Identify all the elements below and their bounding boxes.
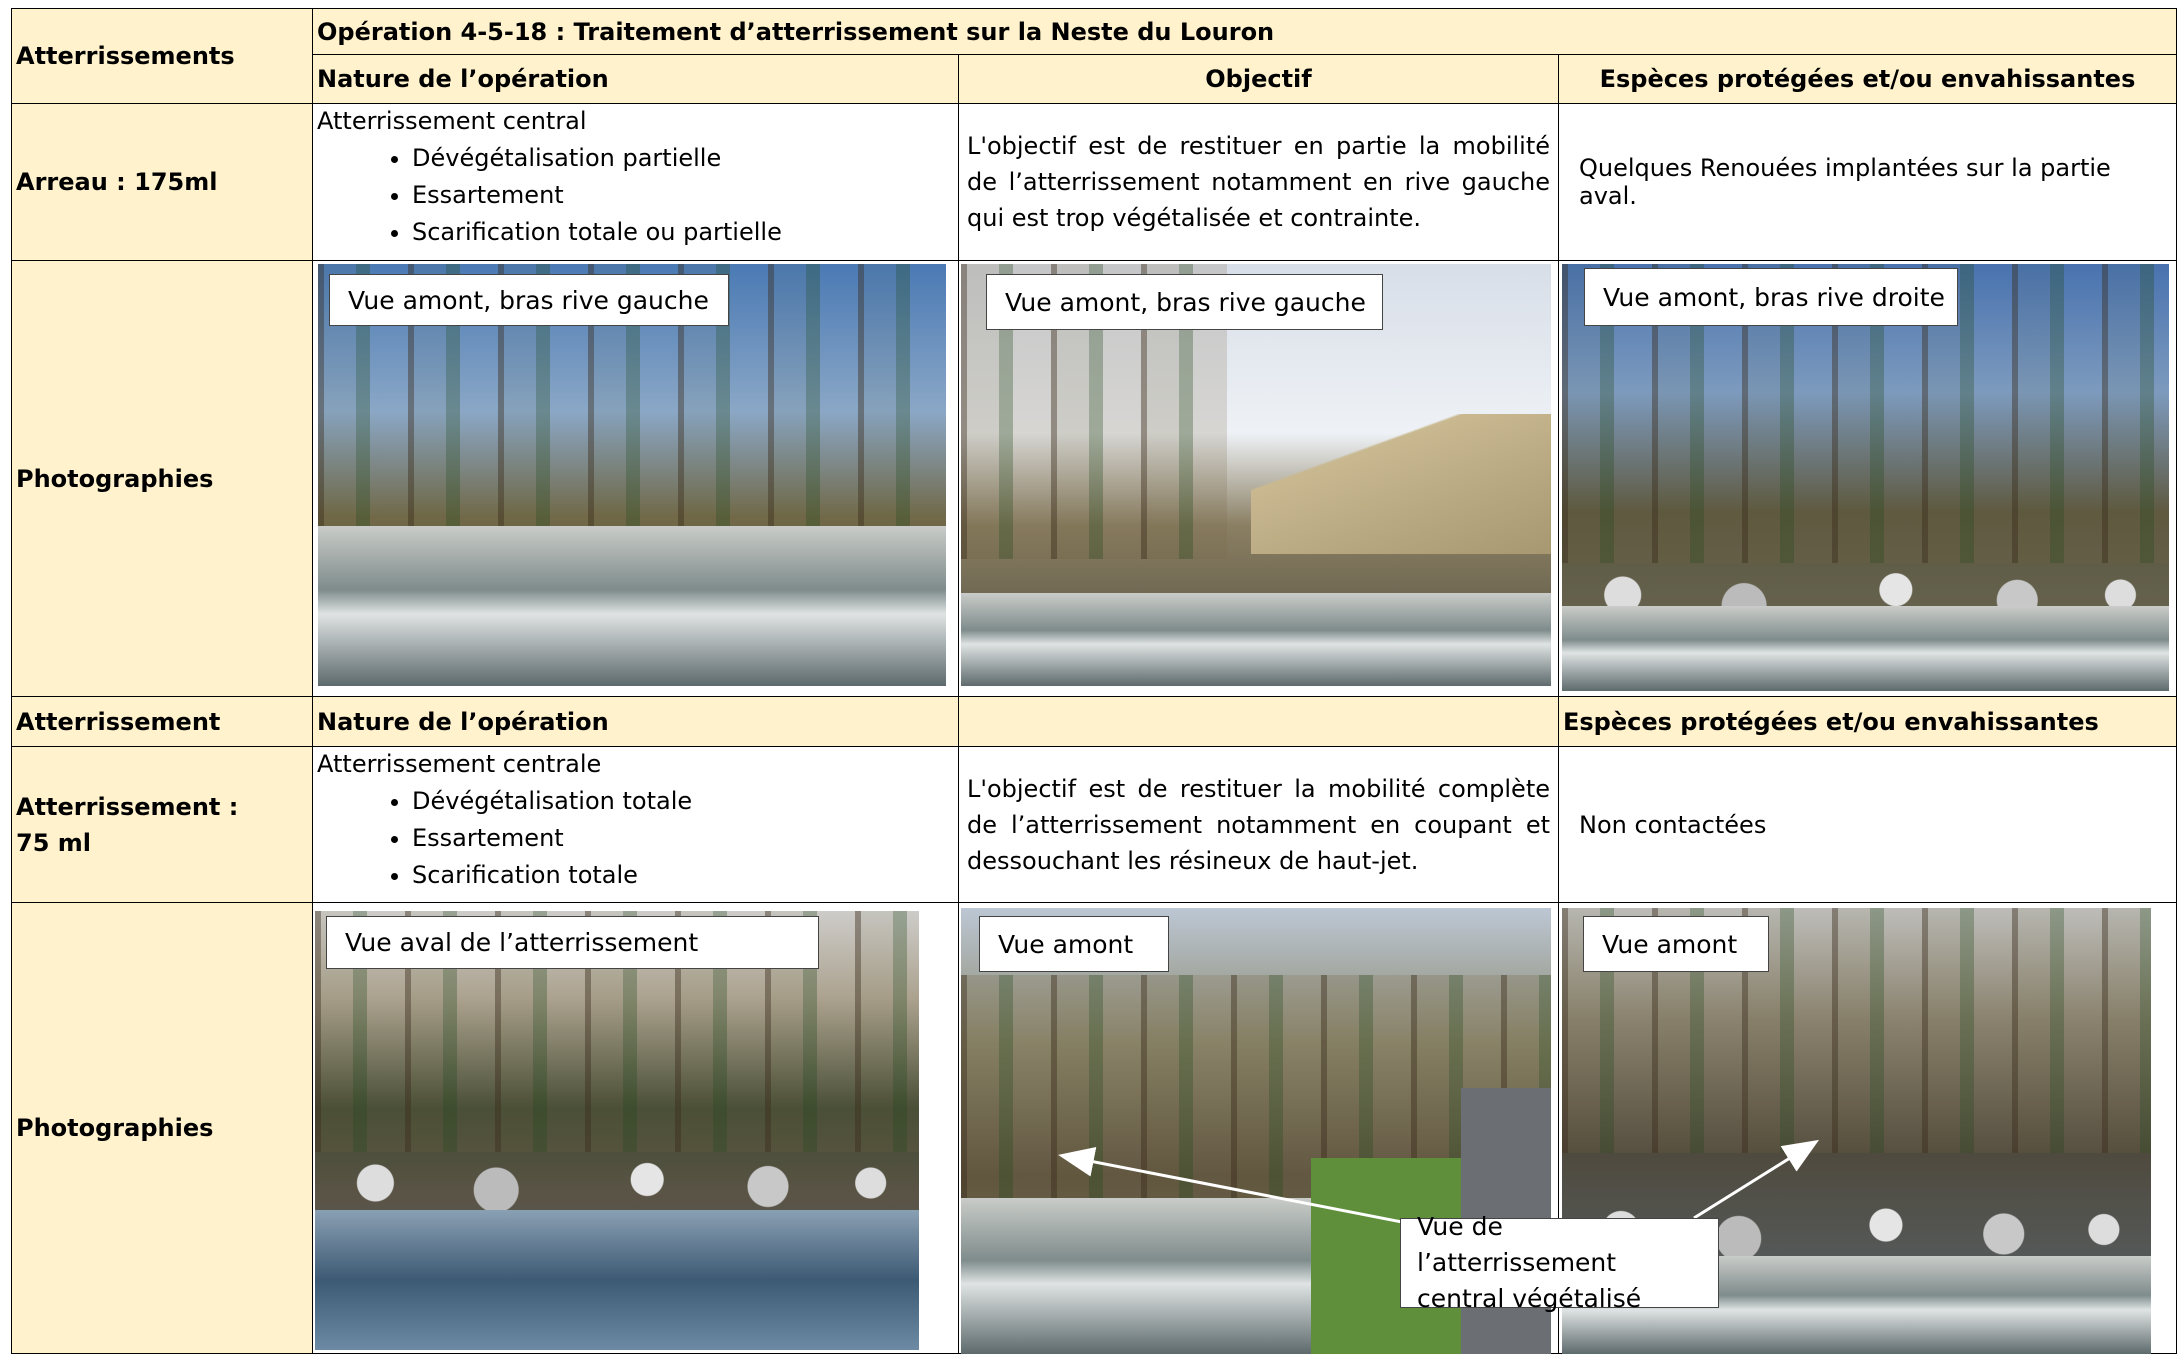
photo-detail bbox=[1562, 605, 2169, 691]
nature-list: Dévégétalisation totaleEssartementScarif… bbox=[317, 783, 954, 894]
arrow bbox=[1693, 1139, 1820, 1220]
nature-item: Scarification totale ou partielle bbox=[412, 214, 954, 251]
site-label: Arreau : 175ml bbox=[11, 103, 313, 261]
header-especes: Espèces protégées et/ou envahissantes bbox=[1558, 696, 2177, 747]
site-label: Atterrissement : 75 ml bbox=[11, 746, 313, 903]
photo-annotation: Vue de l’atterrissement central végétali… bbox=[1400, 1212, 1719, 1313]
photo-caption: Vue aval de l’atterrissement bbox=[326, 916, 819, 969]
objectif-cell: L'objectif est de restituer en partie la… bbox=[958, 103, 1559, 261]
nature-item: Dévégétalisation totale bbox=[412, 783, 954, 820]
nature-item: Dévégétalisation partielle bbox=[412, 140, 954, 177]
photo-detail bbox=[961, 593, 1551, 686]
nature-item: Essartement bbox=[412, 820, 954, 857]
especes-text: Quelques Renouées implantées sur la part… bbox=[1579, 154, 2111, 210]
photo-caption: Vue amont bbox=[1583, 916, 1769, 972]
nature-item: Essartement bbox=[412, 177, 954, 214]
site-label-line: 75 ml bbox=[16, 828, 91, 857]
photo-caption: Vue amont, bras rive gauche bbox=[986, 274, 1383, 330]
especes-text: Non contactées bbox=[1579, 810, 1767, 839]
objectif-text: L'objectif est de restituer en partie la… bbox=[967, 132, 1550, 232]
photo-detail bbox=[315, 1209, 919, 1350]
section-label: Atterrissements bbox=[11, 8, 313, 104]
photo-detail bbox=[318, 525, 946, 686]
header-especes: Espèces protégées et/ou envahissantes bbox=[1558, 54, 2177, 104]
photo-caption: Vue amont, bras rive gauche bbox=[329, 274, 729, 326]
section-label: Atterrissement bbox=[11, 696, 313, 747]
objectif-text: L'objectif est de restituer la mobilité … bbox=[967, 774, 1550, 875]
header-nature: Nature de l’opération bbox=[312, 54, 959, 104]
photos-label: Photographies bbox=[11, 902, 313, 1354]
nature-title: Atterrissement centrale bbox=[317, 750, 602, 778]
nature-list: Dévégétalisation partielleEssartementSca… bbox=[317, 140, 954, 251]
header-empty bbox=[958, 696, 1559, 747]
photo-caption: Vue amont bbox=[979, 916, 1169, 972]
header-nature: Nature de l’opération bbox=[312, 696, 959, 747]
photo-detail bbox=[961, 1197, 1311, 1354]
photo-detail bbox=[315, 1148, 919, 1219]
objectif-cell: L'objectif est de restituer la mobilité … bbox=[958, 746, 1559, 903]
photo-caption: Vue amont, bras rive droite bbox=[1584, 268, 1958, 326]
nature-title: Atterrissement central bbox=[317, 107, 587, 135]
photo-detail bbox=[1251, 414, 1551, 554]
arrow bbox=[1058, 1147, 1403, 1224]
header-objectif: Objectif bbox=[958, 54, 1559, 104]
photos-label: Photographies bbox=[11, 260, 313, 697]
nature-item: Scarification totale bbox=[412, 857, 954, 894]
site-label-line: Atterrissement : bbox=[16, 792, 239, 821]
